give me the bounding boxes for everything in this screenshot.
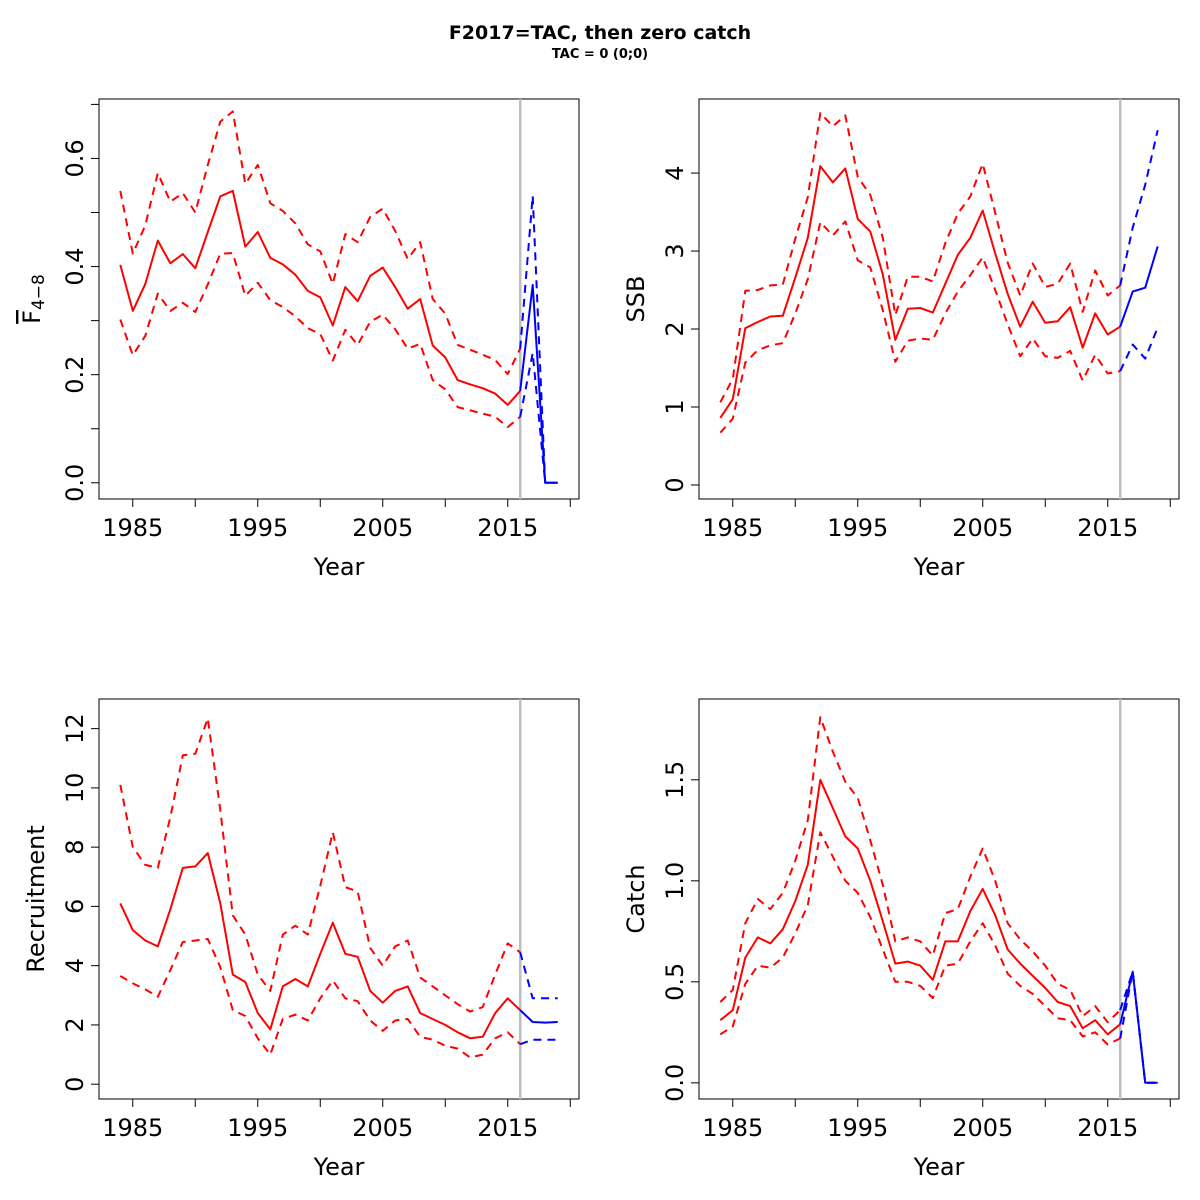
historical-estimate-line	[719, 778, 1121, 1036]
forecast-upper-line	[519, 952, 558, 1000]
historical-upper-line	[719, 716, 1121, 1024]
y-axis-title: F4−8	[18, 274, 49, 324]
x-axis-title: Year	[913, 1153, 965, 1181]
forecast-estimate-line	[1119, 970, 1158, 1084]
y-axis-title: Recruitment	[22, 825, 50, 972]
y-tick-label: 6	[61, 899, 89, 914]
x-tick-label: 2005	[352, 1114, 413, 1142]
x-tick-label: 1995	[827, 514, 888, 542]
y-tick-label: 0	[661, 477, 689, 492]
plot-frame	[98, 98, 580, 500]
forecast-upper-line	[1119, 129, 1159, 286]
x-tick-label: 2015	[1077, 1114, 1138, 1142]
y-axis-title: SSB	[622, 276, 650, 323]
x-tick-label: 1985	[702, 1114, 763, 1142]
historical-upper-line	[119, 717, 521, 1013]
x-tick-label: 1995	[227, 514, 288, 542]
x-tick-label: 2005	[952, 1114, 1013, 1142]
figure-title: F2017=TAC, then zero catch	[448, 22, 752, 44]
historical-lower-line	[719, 831, 1121, 1046]
y-tick-label: 1.0	[661, 862, 689, 900]
x-tick-label: 1985	[102, 514, 163, 542]
forecast-lower-line	[1119, 327, 1159, 372]
y-tick-label: 1	[661, 399, 689, 414]
x-axis-title: Year	[313, 553, 365, 581]
y-axis-title: Catch	[622, 864, 650, 933]
historical-lower-line	[719, 220, 1121, 434]
y-tick-label: 4	[61, 958, 89, 973]
y-tick-label: 0.0	[61, 464, 89, 502]
forecast-estimate-line	[1119, 246, 1159, 328]
y-axis-title-subscript: 4−8	[29, 274, 49, 310]
y-tick-label: 3	[661, 243, 689, 258]
historical-estimate-line	[719, 165, 1121, 419]
x-tick-label: 1995	[827, 1114, 888, 1142]
y-tick-label: 2	[661, 321, 689, 336]
x-axis-title: Year	[313, 1153, 365, 1181]
x-tick-label: 1995	[227, 1114, 288, 1142]
panel-3: 1985 1995 2005 2015 0 2 4 6 8 10 12 Year Recruitment	[22, 698, 580, 1181]
y-tick-label: 10	[61, 773, 89, 804]
forecast-estimate-line	[519, 283, 558, 484]
x-tick-label: 2015	[1077, 514, 1138, 542]
y-tick-label: 12	[61, 713, 89, 744]
y-tick-label: 4	[661, 165, 689, 180]
x-tick-label: 1985	[702, 514, 763, 542]
forecast-lower-line	[519, 1038, 558, 1046]
y-tick-label: 0.0	[661, 1064, 689, 1102]
x-tick-label: 1985	[102, 1114, 163, 1142]
forecast-upper-line	[519, 194, 558, 484]
historical-lower-line	[119, 252, 521, 429]
x-axis-title: Year	[913, 553, 965, 581]
y-tick-label: 0.6	[61, 139, 89, 177]
y-tick-label: 0.4	[61, 247, 89, 285]
y-tick-label: 1.5	[661, 761, 689, 799]
historical-upper-line	[119, 110, 522, 376]
y-tick-label: 2	[61, 1017, 89, 1032]
historical-estimate-line	[119, 852, 521, 1040]
figure-subtitle: TAC = 0 (0;0)	[551, 47, 649, 62]
y-tick-label: 0	[61, 1077, 89, 1092]
panel-4: 1985 1995 2005 2015 0.0 0.5 1.0 1.5 Year Catch	[622, 698, 1180, 1181]
y-tick-label: 0.5	[661, 963, 689, 1001]
x-tick-label: 2015	[477, 514, 538, 542]
historical-upper-line	[719, 112, 1121, 403]
plot-frame	[698, 698, 1180, 1100]
y-tick-label: 8	[61, 840, 89, 855]
forecast-estimate-line	[519, 1009, 558, 1024]
historical-estimate-line	[119, 189, 521, 406]
y-axis-title-main: F	[18, 310, 46, 324]
panel-1: 1985 1995 2005 2015 0.0 0.2 0.4 0.6 Year F4−8	[18, 98, 580, 581]
historical-lower-line	[119, 938, 521, 1059]
plot-frame	[98, 698, 580, 1100]
x-tick-label: 2005	[952, 514, 1013, 542]
x-tick-label: 2005	[352, 514, 413, 542]
plot-frame	[698, 98, 1180, 500]
x-tick-label: 2015	[477, 1114, 538, 1142]
panel-2: 1985 1995 2005 2015 0 1 2 3 4 Year SSB	[622, 98, 1180, 581]
y-tick-label: 0.2	[61, 356, 89, 394]
